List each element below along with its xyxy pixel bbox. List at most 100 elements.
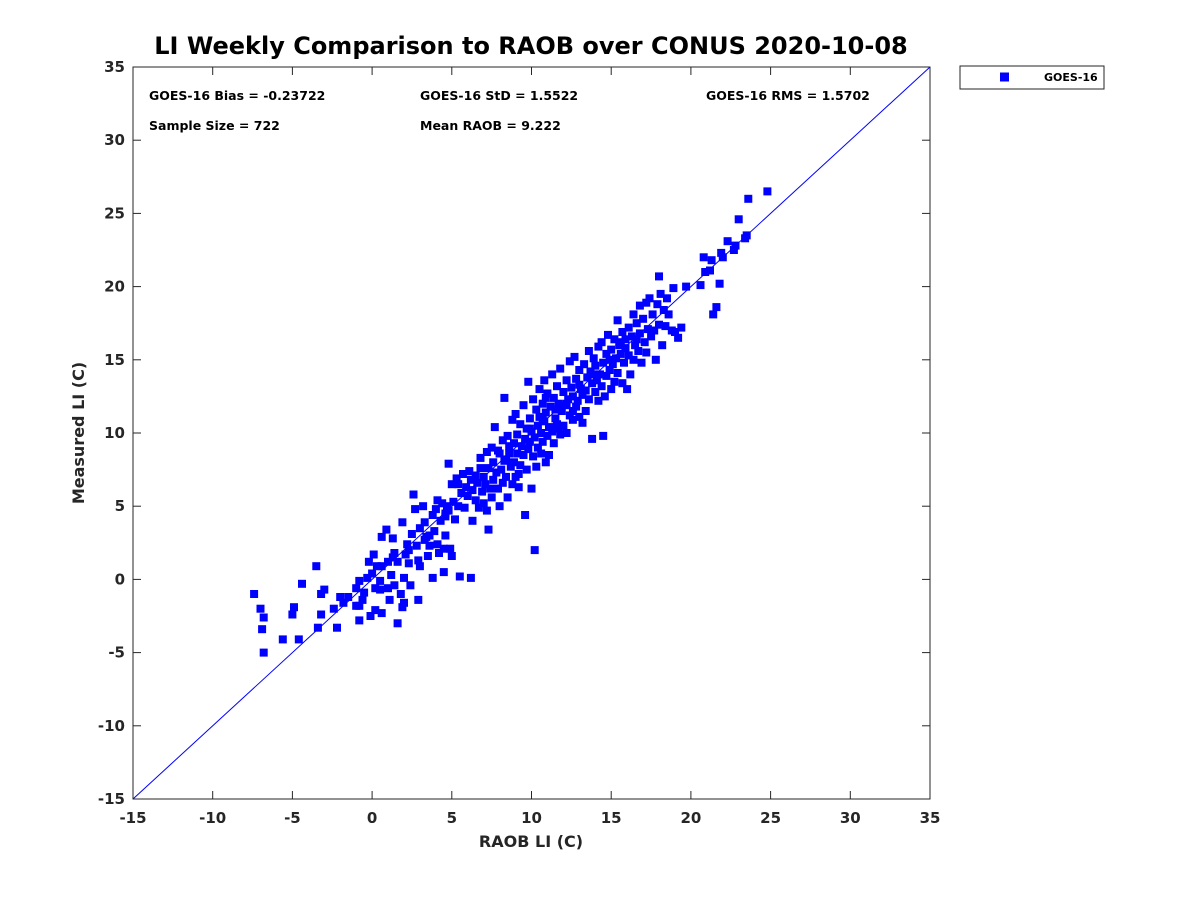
data-point — [597, 338, 606, 347]
data-point — [562, 399, 571, 408]
x-tick-label: 0 — [367, 809, 377, 827]
data-point — [537, 449, 546, 458]
data-point — [557, 407, 566, 415]
axis-ticks: -15 -10 -5 0 5 10 15 20 25 30 35 -15 -10 -5 0 5 10 15 20 25… — [98, 58, 941, 827]
data-point — [494, 446, 502, 455]
data-point — [718, 253, 727, 262]
data-point — [482, 448, 491, 456]
data-point — [671, 328, 679, 336]
data-point — [618, 379, 627, 388]
x-tick-label: -15 — [119, 809, 146, 827]
data-point — [575, 366, 584, 374]
data-point — [371, 606, 380, 615]
data-point — [360, 588, 369, 597]
data-point — [516, 461, 525, 470]
data-point — [259, 648, 268, 657]
data-point — [313, 623, 322, 632]
data-point — [329, 604, 338, 613]
data-point — [355, 576, 364, 585]
data-point — [532, 462, 541, 471]
data-point — [651, 355, 660, 364]
data-point — [404, 559, 413, 568]
data-point — [584, 347, 593, 355]
data-point — [517, 442, 526, 451]
data-point — [522, 465, 531, 474]
data-point — [576, 385, 585, 394]
data-point — [655, 320, 663, 329]
data-point — [510, 458, 518, 467]
data-point — [554, 399, 563, 408]
data-point — [650, 326, 659, 335]
data-point — [599, 431, 608, 440]
data-point — [524, 377, 533, 386]
data-point — [642, 348, 651, 357]
data-point — [487, 443, 496, 452]
data-point — [608, 360, 617, 369]
data-point — [594, 396, 603, 405]
data-point — [447, 480, 456, 489]
data-point — [428, 573, 437, 582]
data-point — [414, 595, 423, 604]
data-point — [510, 439, 518, 448]
data-point — [715, 279, 724, 288]
y-tick-label: 10 — [104, 424, 125, 442]
data-point — [734, 215, 743, 224]
data-point — [533, 443, 542, 452]
data-point — [597, 382, 606, 391]
data-point — [471, 496, 480, 505]
data-point — [258, 625, 267, 634]
data-point — [364, 557, 373, 566]
data-point — [436, 516, 445, 525]
data-point — [538, 399, 547, 408]
data-point — [635, 301, 644, 310]
chart-title: LI Weekly Comparison to RAOB over CONUS … — [154, 32, 907, 60]
data-point — [503, 493, 512, 502]
data-point — [549, 439, 558, 448]
data-point — [696, 281, 705, 290]
data-point — [446, 544, 455, 553]
data-point — [503, 431, 512, 440]
data-point — [479, 499, 488, 508]
data-point — [538, 437, 547, 446]
std-annotation: GOES-16 StD = 1.5522 — [420, 88, 578, 103]
data-point — [607, 345, 616, 354]
data-point — [669, 284, 678, 293]
data-point — [384, 584, 392, 593]
data-point — [591, 361, 600, 370]
data-point — [699, 253, 708, 262]
data-point — [565, 411, 574, 420]
data-point — [624, 351, 633, 360]
data-point — [414, 556, 423, 565]
data-point — [613, 316, 622, 325]
y-tick-label: -15 — [98, 790, 125, 808]
data-point — [447, 552, 456, 560]
y-axis-label: Measured LI (C) — [69, 362, 88, 504]
data-point — [492, 468, 501, 477]
data-point — [588, 379, 597, 388]
data-point — [484, 525, 493, 534]
data-point — [521, 434, 530, 443]
data-point — [339, 598, 348, 607]
y-tick-label: 20 — [104, 278, 125, 296]
data-point — [366, 612, 375, 620]
data-point — [487, 493, 496, 502]
data-point — [398, 603, 407, 612]
data-point — [578, 418, 587, 427]
data-point — [527, 484, 536, 493]
data-point — [430, 527, 439, 536]
y-tick-label: -5 — [108, 644, 125, 662]
data-point — [701, 268, 710, 276]
data-point — [473, 478, 482, 487]
data-point — [559, 421, 568, 430]
data-point — [376, 576, 385, 585]
data-point — [568, 415, 577, 424]
data-point — [428, 511, 437, 519]
data-point — [632, 335, 641, 344]
data-point — [376, 585, 385, 594]
data-point — [508, 480, 517, 489]
data-point — [548, 370, 557, 379]
legend-marker-goes-16 — [1000, 72, 1009, 82]
data-point — [541, 408, 550, 417]
data-point — [500, 393, 509, 402]
